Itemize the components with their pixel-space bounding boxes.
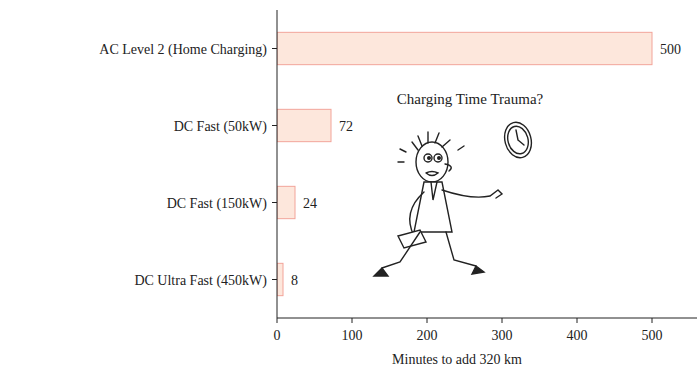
- x-tick: [427, 318, 428, 323]
- data-label: 72: [339, 119, 353, 134]
- x-tick-label: 500: [642, 328, 663, 343]
- category-label: AC Level 2 (Home Charging): [99, 42, 267, 58]
- x-tick: [277, 318, 278, 323]
- arm-left: [410, 192, 424, 236]
- x-axis-label: Minutes to add 320 km: [392, 352, 522, 367]
- motion-lines: [398, 146, 464, 162]
- face: [426, 164, 451, 176]
- annotation: Charging Time Trauma?: [397, 91, 544, 107]
- chart-svg: 500 72 24 8 0 100 200 300 400 500 AC Level 2 (Home…: [0, 0, 699, 382]
- y-tick: [272, 48, 277, 49]
- legs: [382, 232, 476, 268]
- data-label: 24: [303, 196, 317, 211]
- category-label: DC Ultra Fast (450kW): [134, 273, 267, 289]
- clock-face: [505, 124, 532, 156]
- bar: [277, 186, 295, 218]
- clock: [501, 119, 535, 161]
- y-tick: [272, 125, 277, 126]
- pupil: [428, 157, 431, 160]
- x-tick-label: 0: [274, 328, 281, 343]
- clock-hands: [516, 130, 524, 145]
- x-tick: [352, 318, 353, 323]
- x-tick-label: 300: [492, 328, 513, 343]
- bar: [277, 32, 652, 64]
- x-tick-label: 400: [567, 328, 588, 343]
- bar: [277, 263, 283, 295]
- hair: [412, 132, 450, 150]
- data-label: 500: [660, 42, 681, 57]
- shoes: [374, 266, 484, 276]
- bars: [277, 32, 652, 295]
- eye: [424, 154, 432, 162]
- x-tick: [577, 318, 578, 323]
- data-label: 8: [291, 273, 298, 288]
- cartoon: [374, 119, 535, 276]
- x-tick: [502, 318, 503, 323]
- x-tick-label: 100: [342, 328, 363, 343]
- tie: [431, 182, 437, 200]
- bar: [277, 109, 331, 141]
- y-axis-line: [277, 10, 278, 318]
- y-tick: [272, 279, 277, 280]
- category-label: DC Fast (150kW): [167, 196, 268, 212]
- book: [398, 230, 426, 248]
- arm-right: [442, 190, 502, 198]
- eye: [434, 154, 442, 162]
- x-tick-label: 200: [417, 328, 438, 343]
- torso: [414, 182, 452, 232]
- x-tick: [652, 318, 653, 323]
- x-axis-line: [277, 318, 697, 319]
- category-label: DC Fast (50kW): [174, 119, 268, 135]
- y-tick: [272, 202, 277, 203]
- pupil: [438, 157, 441, 160]
- chart-container: 500 72 24 8 0 100 200 300 400 500 AC Level 2 (Home…: [0, 0, 699, 382]
